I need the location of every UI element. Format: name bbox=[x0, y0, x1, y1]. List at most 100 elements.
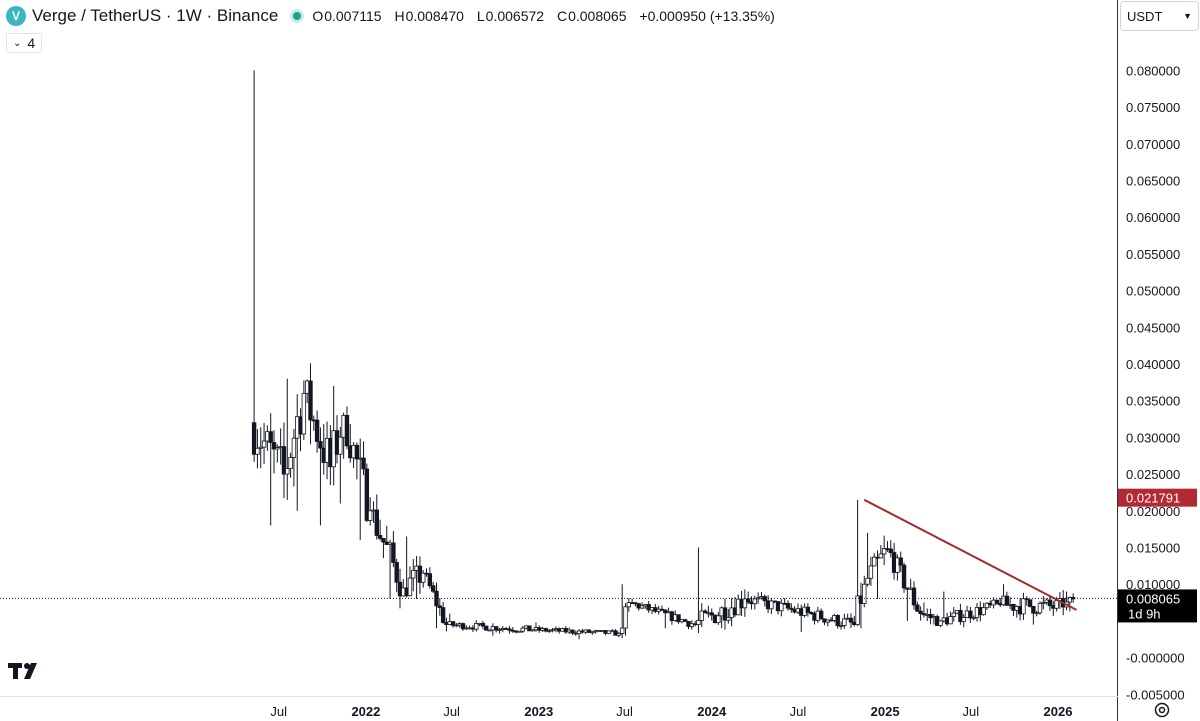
candle-body bbox=[427, 573, 433, 587]
candle bbox=[961, 614, 966, 628]
candle bbox=[918, 606, 923, 621]
candle bbox=[1037, 601, 1043, 615]
candle-body bbox=[639, 605, 645, 609]
candle-body bbox=[984, 602, 990, 609]
candle-body bbox=[255, 447, 260, 455]
verge-logo-icon: V bbox=[6, 6, 26, 26]
candle bbox=[639, 602, 645, 610]
candle bbox=[616, 631, 622, 638]
candle bbox=[888, 540, 893, 558]
candle-series bbox=[251, 70, 1076, 640]
candle-body bbox=[971, 616, 976, 619]
candle bbox=[1027, 599, 1033, 608]
candle-body bbox=[517, 630, 522, 633]
y-tick-label: 0.025000 bbox=[1126, 467, 1180, 482]
candle-body bbox=[619, 627, 625, 634]
candle bbox=[769, 597, 774, 615]
candle-body bbox=[1034, 612, 1039, 615]
candle bbox=[437, 598, 443, 616]
candle bbox=[911, 581, 917, 610]
candle-body bbox=[308, 380, 313, 421]
candle bbox=[487, 629, 492, 632]
candle bbox=[805, 603, 811, 617]
candle bbox=[527, 625, 532, 632]
candle-body bbox=[487, 629, 492, 632]
time-axis: Jul 2022 Jul 2023 Jul 2024 Jul 2025 Jul 2026 bbox=[270, 704, 1072, 719]
candle-body bbox=[696, 619, 701, 625]
candle bbox=[301, 380, 307, 440]
candle bbox=[848, 613, 854, 629]
candle bbox=[394, 558, 399, 593]
candle-body bbox=[676, 614, 681, 623]
candle bbox=[1067, 596, 1073, 612]
candle-body bbox=[1027, 599, 1033, 607]
candle bbox=[460, 622, 466, 631]
candle-body bbox=[338, 436, 343, 455]
trendline[interactable] bbox=[863, 498, 1077, 611]
candle-body bbox=[898, 557, 903, 566]
y-tick-label: 0.010000 bbox=[1126, 577, 1180, 592]
currency-label: USDT bbox=[1127, 8, 1163, 24]
candle-body bbox=[275, 447, 280, 450]
candle bbox=[271, 430, 277, 474]
candle-body bbox=[354, 444, 360, 460]
candle bbox=[507, 626, 512, 634]
candle-body bbox=[291, 437, 297, 458]
candle bbox=[984, 602, 990, 610]
candle-body bbox=[530, 629, 535, 632]
candle-body bbox=[288, 457, 293, 469]
candle bbox=[865, 532, 870, 587]
candle bbox=[928, 608, 933, 625]
y-tick-label: 0.020000 bbox=[1126, 504, 1180, 519]
candle-body bbox=[411, 570, 416, 579]
x-tick-label: Jul bbox=[270, 704, 287, 719]
candle-body bbox=[709, 612, 714, 616]
candle bbox=[676, 614, 681, 624]
currency-select[interactable]: USDT ▼ bbox=[1120, 1, 1199, 31]
candle-body bbox=[364, 468, 370, 521]
candle-body bbox=[951, 612, 956, 617]
y-tick-label: 0.070000 bbox=[1126, 137, 1180, 152]
candle bbox=[1004, 591, 1010, 606]
high-value: 0.008470 bbox=[405, 8, 464, 24]
candle bbox=[474, 620, 479, 632]
candle bbox=[367, 497, 373, 526]
candle-body bbox=[450, 621, 456, 626]
candle bbox=[550, 628, 555, 633]
candle-body bbox=[818, 610, 824, 620]
candle-body bbox=[550, 629, 555, 632]
candle-body bbox=[268, 431, 273, 443]
candle-body bbox=[570, 629, 575, 634]
candle-body bbox=[948, 616, 953, 625]
candle bbox=[855, 499, 860, 627]
candle-body bbox=[842, 618, 847, 626]
candle bbox=[702, 609, 708, 614]
candle bbox=[384, 525, 389, 545]
candle-body bbox=[460, 623, 466, 630]
candle-body bbox=[527, 625, 532, 632]
candle-body bbox=[789, 607, 794, 610]
candle-body bbox=[1047, 599, 1053, 607]
chart-legend: V Verge / TetherUS · 1W · Binance O0.007… bbox=[0, 0, 1118, 32]
candle-body bbox=[301, 392, 307, 435]
candle bbox=[251, 70, 257, 462]
candle-body bbox=[251, 422, 257, 455]
candle bbox=[716, 612, 721, 625]
tradingview-logo-icon[interactable] bbox=[8, 660, 42, 680]
time-axis-divider bbox=[0, 696, 1118, 697]
last-price-bg bbox=[1118, 589, 1197, 623]
y-tick-label: 0.065000 bbox=[1126, 173, 1180, 188]
candle-body bbox=[285, 468, 290, 475]
candle bbox=[779, 599, 784, 617]
candle bbox=[308, 363, 313, 445]
candle bbox=[285, 378, 290, 500]
low-value: 0.006572 bbox=[485, 8, 545, 24]
symbol-title[interactable]: Verge / TetherUS · 1W · Binance bbox=[32, 6, 279, 25]
indicators-toggle-button[interactable]: ⌄ 4 bbox=[6, 33, 43, 53]
candle bbox=[1041, 595, 1046, 610]
price-marker-bg bbox=[1118, 488, 1197, 507]
gear-icon[interactable] bbox=[1152, 700, 1172, 720]
candle bbox=[440, 601, 446, 624]
